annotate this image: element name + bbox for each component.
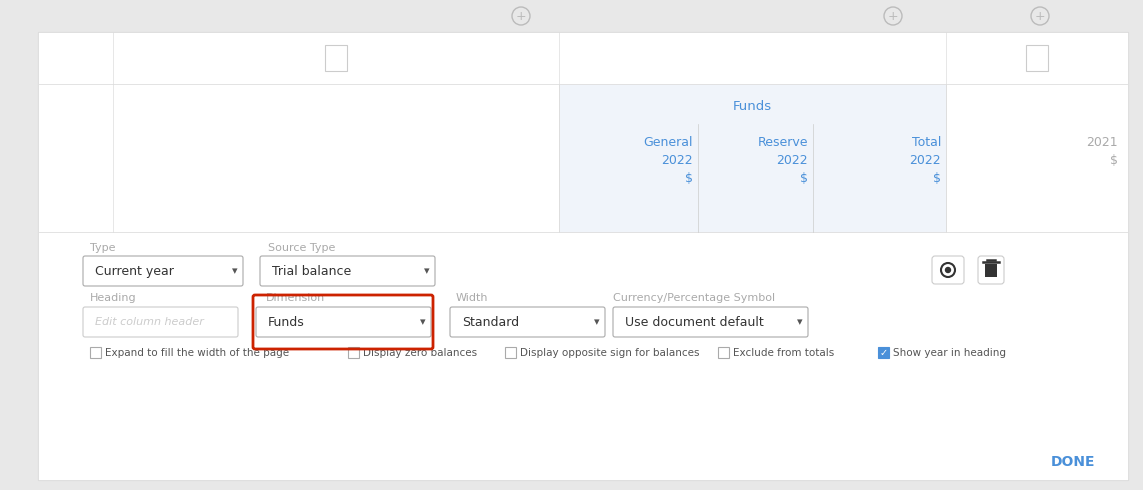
Text: Total: Total [912, 136, 941, 148]
Text: Source Type: Source Type [267, 243, 335, 253]
FancyBboxPatch shape [259, 256, 435, 286]
Text: DONE: DONE [1050, 455, 1095, 469]
FancyBboxPatch shape [450, 307, 605, 337]
Bar [1026, 45, 1048, 71]
Text: $: $ [800, 172, 808, 185]
Text: 2022: 2022 [662, 153, 693, 167]
Circle shape [945, 268, 951, 272]
Bar [878, 347, 889, 358]
Text: 2021: 2021 [1086, 136, 1118, 148]
Bar [718, 347, 729, 358]
Text: Edit column header: Edit column header [95, 317, 203, 327]
Bar [38, 232, 1128, 480]
Bar [90, 347, 101, 358]
Text: Exclude from totals: Exclude from totals [733, 348, 834, 358]
Text: Heading: Heading [90, 293, 137, 303]
Text: Currency/Percentage Symbol: Currency/Percentage Symbol [613, 293, 775, 303]
Text: ▾: ▾ [797, 317, 802, 327]
FancyBboxPatch shape [256, 307, 431, 337]
Text: +: + [1034, 9, 1046, 23]
Text: Current year: Current year [95, 265, 174, 277]
Text: ▾: ▾ [424, 266, 430, 276]
Text: Standard: Standard [462, 316, 519, 328]
Text: Funds: Funds [733, 99, 772, 113]
Text: ▾: ▾ [421, 317, 426, 327]
Text: Reserve: Reserve [758, 136, 808, 148]
Text: +: + [515, 9, 526, 23]
Text: +: + [888, 9, 898, 23]
FancyBboxPatch shape [978, 256, 1004, 284]
Bar [559, 84, 946, 232]
Text: Display opposite sign for balances: Display opposite sign for balances [520, 348, 700, 358]
Bar [946, 84, 1128, 232]
Text: Use document default: Use document default [625, 316, 764, 328]
FancyBboxPatch shape [932, 256, 964, 284]
FancyBboxPatch shape [613, 307, 808, 337]
Bar [347, 347, 359, 358]
Bar [38, 32, 1128, 84]
Text: General: General [644, 136, 693, 148]
FancyBboxPatch shape [83, 256, 243, 286]
Text: ▾: ▾ [594, 317, 600, 327]
Bar [38, 84, 559, 232]
FancyBboxPatch shape [83, 307, 238, 337]
Bar [985, 264, 997, 277]
Text: ▾: ▾ [232, 266, 238, 276]
Text: ✓: ✓ [879, 348, 888, 358]
Text: Funds: Funds [267, 316, 305, 328]
Text: 2022: 2022 [910, 153, 941, 167]
Text: Trial balance: Trial balance [272, 265, 351, 277]
Text: $: $ [1110, 153, 1118, 167]
Text: 2022: 2022 [776, 153, 808, 167]
Text: Show year in heading: Show year in heading [893, 348, 1006, 358]
Text: Display zero balances: Display zero balances [363, 348, 477, 358]
Text: Type: Type [90, 243, 115, 253]
Text: Dimension: Dimension [266, 293, 326, 303]
Text: $: $ [933, 172, 941, 185]
Text: $: $ [685, 172, 693, 185]
Bar [325, 45, 347, 71]
Text: Width: Width [456, 293, 488, 303]
Text: Expand to fill the width of the page: Expand to fill the width of the page [105, 348, 289, 358]
Bar [505, 347, 515, 358]
